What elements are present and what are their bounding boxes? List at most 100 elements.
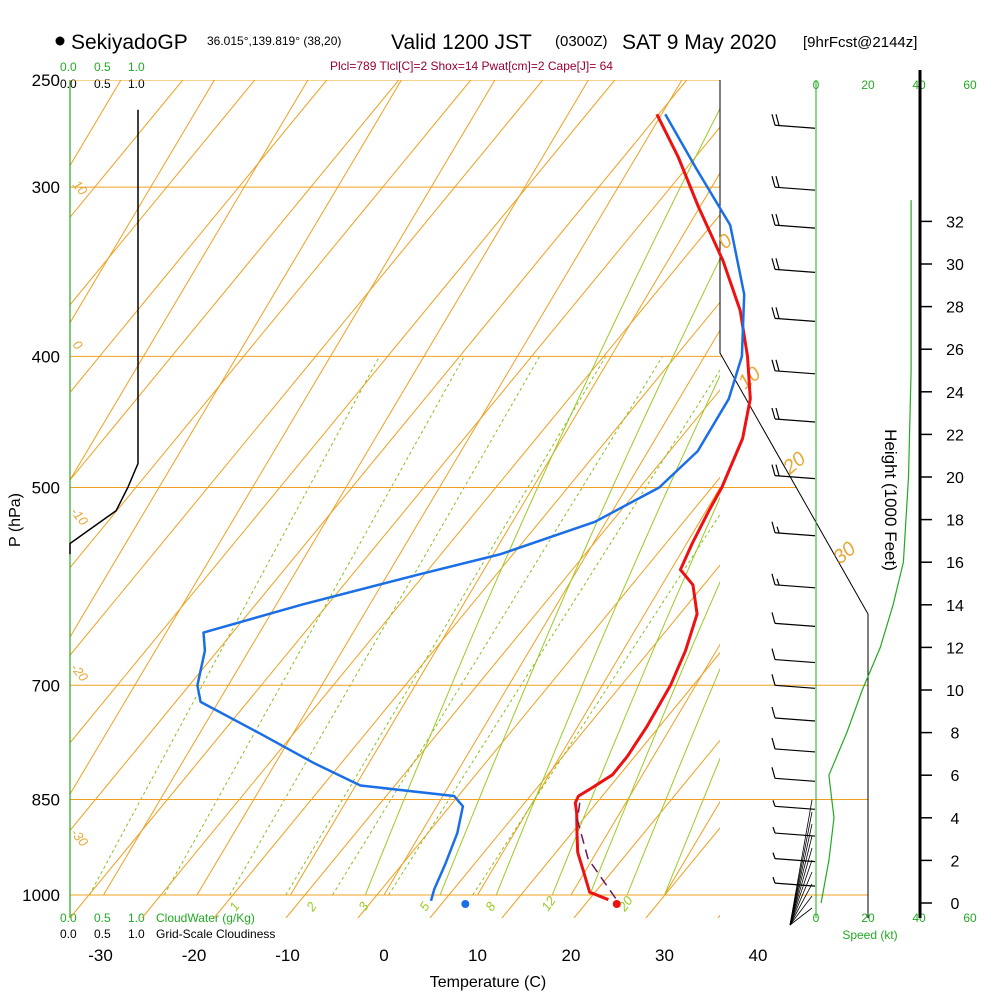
- isotherm-label: 30: [829, 538, 860, 569]
- height-tick-label: 16: [946, 555, 964, 572]
- mixing-ratio-label: 12: [538, 893, 559, 914]
- dry-adiabat-line: [501, 651, 720, 918]
- wind-barb-flag: [771, 767, 776, 779]
- y-axis-title: P (hPa): [7, 493, 24, 547]
- mixing-ratio-label: 2: [303, 899, 320, 915]
- wind-barb-staff: [774, 777, 816, 782]
- wind-barb-flag: [775, 407, 780, 420]
- dry-adiabat-line: [141, 214, 720, 918]
- height-tick-label: 20: [946, 470, 964, 487]
- wind-barb-staff: [774, 532, 816, 537]
- pressure-tick-label: 400: [32, 347, 60, 366]
- mixing-ratio-line: [88, 356, 380, 896]
- isotherm-line: [70, 80, 309, 481]
- wind-barb: [771, 258, 816, 273]
- low-level-wind-line: [789, 871, 813, 926]
- pressure-tick-label: 250: [32, 71, 60, 90]
- pressure-tick-label: 1000: [22, 886, 60, 905]
- wind-barb-staff: [774, 805, 816, 810]
- wind-barb-flag: [775, 359, 780, 371]
- pressure-tick-label: 300: [32, 178, 60, 197]
- speed-axis-title: Speed (kt): [842, 928, 897, 942]
- isotherm-label: -20: [68, 660, 92, 685]
- cloudiness-scale-top-2: 1.0: [128, 77, 145, 91]
- wind-barb-staff: [774, 748, 816, 753]
- cloud-scale-bottom-1: 0.5: [94, 911, 111, 925]
- temp-tick-label: 30: [655, 946, 674, 965]
- temp-tick-label: 10: [468, 946, 487, 965]
- height-tick-label: 14: [946, 598, 964, 615]
- temp-tick-label: 20: [562, 946, 581, 965]
- wind-barb-flag: [771, 359, 776, 371]
- cloudwater-label: CloudWater (g/Kg): [156, 911, 255, 925]
- temp-tick-label: -20: [182, 946, 207, 965]
- wind-barb-flag: [771, 573, 776, 585]
- dry-adiabat-line: [70, 126, 720, 918]
- dry-adiabat-line: [70, 80, 256, 306]
- plot-right-border: [719, 80, 869, 918]
- low-level-wind-line: [789, 859, 813, 926]
- isotherm-line: [570, 643, 720, 896]
- wind-barb-flag: [771, 706, 776, 719]
- valid-time: Valid 1200 JST: [391, 31, 532, 54]
- height-tick-label: 30: [946, 257, 964, 274]
- dry-adiabat-line: [573, 739, 720, 918]
- moist-adiabat-line: [589, 580, 720, 896]
- speed-tick-top: 60: [963, 78, 977, 92]
- wind-barb-flag: [771, 176, 776, 188]
- cloudiness-profile-line: [69, 109, 139, 555]
- wind-barb: [771, 464, 816, 480]
- cloud-scale-bottom-2: 1.0: [128, 911, 145, 925]
- dry-adiabat-line: [70, 80, 616, 744]
- low-level-wind-line: [789, 823, 813, 926]
- wind-barb-staff: [774, 622, 816, 627]
- dry-adiabat-line: [357, 476, 720, 918]
- wind-barb-flag: [771, 213, 776, 226]
- wind-barb-staff: [774, 317, 816, 322]
- parcel-line: [576, 799, 617, 899]
- station-dot-icon: [55, 36, 65, 46]
- wind-barb: [771, 307, 816, 322]
- cloud-scale-top-0: 0.0: [60, 60, 77, 74]
- wind-barb-half-flag: [772, 826, 776, 834]
- axis-layer: 0020204040606002468101214161820222426283…: [22, 70, 977, 965]
- wind-barb-staff: [774, 584, 816, 589]
- height-tick-label: 6: [951, 768, 960, 785]
- wind-barb-flag: [775, 258, 780, 270]
- mixing-ratio-line: [472, 513, 720, 896]
- height-tick-label: 32: [946, 214, 964, 231]
- dry-adiabat-line: [70, 80, 328, 394]
- dry-adiabat-line: [285, 389, 720, 918]
- wind-barb: [772, 826, 816, 837]
- speed-tick-bottom: 60: [963, 911, 977, 925]
- wind-barb: [771, 359, 816, 375]
- wind-barb-staff: [774, 717, 816, 722]
- wind-barb-flag: [771, 258, 776, 270]
- data-layer: [69, 109, 912, 926]
- wind-barb-staff: [774, 370, 816, 375]
- wind-barb: [771, 648, 816, 664]
- dry-adiabat-line: [429, 564, 720, 918]
- temp-tick-label: -10: [275, 946, 300, 965]
- station-name: SekiyadoGP: [71, 31, 188, 54]
- wind-barb-staff: [774, 186, 816, 191]
- speed-profile-line: [820, 200, 912, 904]
- height-tick-label: 28: [946, 300, 964, 317]
- wind-barb: [771, 737, 816, 753]
- wind-barb-flag: [775, 114, 780, 126]
- wind-barb-half-flag: [776, 578, 780, 585]
- wind-barb: [771, 176, 816, 191]
- cloud-scale-top-2: 1.0: [128, 60, 145, 74]
- speed-tick-bottom: 20: [861, 911, 875, 925]
- height-tick-label: 4: [951, 811, 960, 828]
- utc-time: (0300Z): [555, 33, 608, 50]
- dry-adiabat-line: [70, 80, 472, 569]
- cloudiness-scale-top-0: 0.0: [60, 77, 77, 91]
- mixing-ratio-line: [388, 369, 720, 896]
- dewpoint-line: [196, 113, 746, 902]
- wind-barb-flag: [775, 213, 780, 226]
- wind-barb-flag: [775, 464, 780, 476]
- isotherm-line: [0, 80, 27, 895]
